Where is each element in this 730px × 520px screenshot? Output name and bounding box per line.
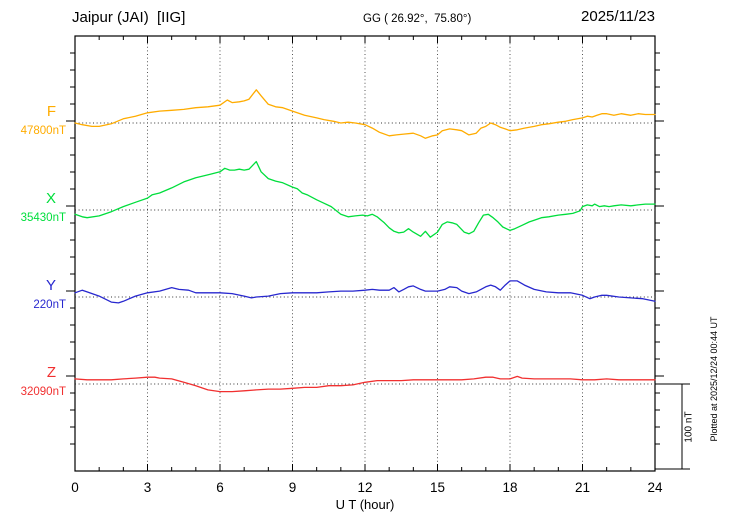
trace-X — [74, 160, 656, 238]
x-tick-label: 15 — [430, 480, 445, 495]
channel-label-Z: Z — [46, 364, 56, 381]
plotted-at-timestamp: Plotted at 2025/12/24 00:44 UT — [709, 316, 719, 442]
channel-baseline-F: 47800nT — [20, 125, 66, 137]
channel-label-F: F — [46, 103, 56, 120]
x-tick-label: 9 — [289, 480, 297, 495]
plot-date: 2025/11/23 — [581, 8, 655, 25]
channel-label-X: X — [45, 190, 56, 207]
channel-baseline-Y: 220nT — [33, 299, 66, 311]
trace-Z — [74, 375, 656, 393]
channel-baseline-X: 35430nT — [20, 212, 66, 224]
x-tick-label: 0 — [71, 480, 79, 495]
x-tick-label: 6 — [216, 480, 224, 495]
x-tick-label: 24 — [647, 480, 663, 495]
channel-label-Y: Y — [45, 277, 56, 294]
x-axis-label: U T (hour) — [336, 497, 395, 512]
channel-baseline-Z: 32090nT — [20, 386, 66, 398]
scale-bar-label: 100 nT — [683, 411, 695, 443]
trace-Y — [74, 280, 656, 304]
station-title: Jaipur (JAI) [IIG] — [72, 9, 186, 26]
geographic-coords: GG ( 26.92°, 75.80°) — [363, 13, 472, 25]
x-tick-label: 18 — [502, 480, 517, 495]
x-tick-label: 21 — [575, 480, 590, 495]
x-tick-label: 12 — [357, 480, 372, 495]
x-tick-label: 3 — [144, 480, 152, 495]
trace-F — [74, 89, 656, 139]
